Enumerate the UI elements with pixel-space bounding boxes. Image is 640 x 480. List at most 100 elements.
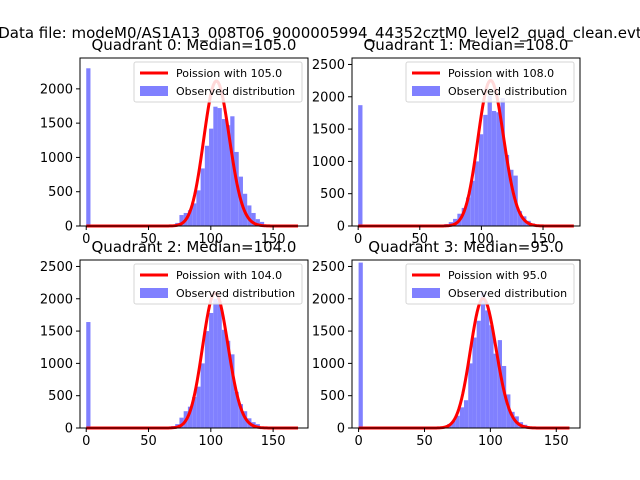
histogram-bar xyxy=(234,391,239,428)
histogram-bar xyxy=(221,119,227,226)
x-tick-label: 100 xyxy=(198,434,223,449)
histogram-bar xyxy=(459,407,465,428)
histogram-bar xyxy=(221,329,227,428)
histogram-bar xyxy=(226,125,231,226)
histogram-bar xyxy=(251,212,256,226)
y-tick-label: 1000 xyxy=(40,151,73,166)
histogram-bar xyxy=(487,95,492,226)
y-tick-label: 1000 xyxy=(312,155,345,170)
histogram-bar xyxy=(489,325,494,428)
y-tick-label: 2000 xyxy=(312,292,345,307)
subplot-title: Quadrant 1: Median=108.0 xyxy=(364,36,569,54)
histogram-bar xyxy=(230,116,235,226)
y-tick-label: 500 xyxy=(320,187,345,202)
x-tick-label: 150 xyxy=(261,232,286,247)
legend-hist-swatch xyxy=(412,288,440,298)
histogram-bar xyxy=(461,207,466,226)
y-tick-label: 2000 xyxy=(40,82,73,97)
legend-box xyxy=(405,263,575,305)
histogram-bar xyxy=(476,320,481,428)
legend: Poission with 104.0 Observed distribution xyxy=(133,263,303,305)
legend-box xyxy=(133,61,303,103)
x-tick-label: 100 xyxy=(478,434,503,449)
legend: Poission with 108.0 Observed distribution xyxy=(405,61,575,103)
legend-hist-swatch xyxy=(140,86,168,96)
poisson-curve xyxy=(85,291,299,430)
histogram-bar xyxy=(213,298,218,428)
histogram-bar xyxy=(179,417,184,428)
y-tick-label: 1500 xyxy=(312,123,345,138)
legend-curve-label: Poission with 104.0 xyxy=(176,269,282,282)
histogram-bar xyxy=(209,312,214,428)
histogram-bar xyxy=(451,420,456,428)
y-tick-label: 1000 xyxy=(312,357,345,372)
histogram-bar xyxy=(468,363,473,428)
poisson-curve xyxy=(85,79,299,228)
x-tick-label: 0 xyxy=(354,232,362,247)
legend: Poission with 95.0 Observed distribution xyxy=(405,263,575,305)
histogram-bar xyxy=(196,190,201,226)
x-tick-label: 50 xyxy=(140,434,157,449)
histogram-bar xyxy=(217,108,222,226)
x-tick-label: 150 xyxy=(261,434,286,449)
x-tick-label: 50 xyxy=(140,232,157,247)
histogram-bar xyxy=(493,353,498,428)
legend-box xyxy=(133,263,303,305)
histogram-bar xyxy=(517,211,523,226)
y-tick-label: 500 xyxy=(320,389,345,404)
histogram-bar xyxy=(500,98,505,226)
axes-frame xyxy=(79,57,309,227)
y-tick-label: 1500 xyxy=(312,325,345,340)
axes-frame xyxy=(351,259,581,429)
histogram-bar xyxy=(478,134,484,226)
histogram-bar xyxy=(209,128,214,226)
histogram-bar xyxy=(86,322,91,428)
histogram-bar xyxy=(196,386,201,428)
histogram-bar xyxy=(192,203,197,226)
x-tick-label: 50 xyxy=(416,434,433,449)
histogram-bar xyxy=(187,406,193,428)
histogram-bar xyxy=(259,221,265,226)
legend: Poission with 105.0 Observed distribution xyxy=(133,61,303,103)
histogram-bar xyxy=(504,154,510,226)
histogram-bar xyxy=(466,197,471,226)
x-tick-label: 150 xyxy=(544,434,569,449)
histogram-bar xyxy=(86,68,91,226)
histogram-bar xyxy=(255,219,260,226)
legend-curve-label: Poission with 105.0 xyxy=(176,67,282,80)
histogram-bar xyxy=(496,112,501,226)
histogram-bar xyxy=(358,262,363,428)
histogram-bar xyxy=(358,105,363,226)
histogram-bar xyxy=(187,210,193,226)
x-tick-label: 100 xyxy=(469,232,494,247)
legend-hist-swatch xyxy=(412,86,440,96)
y-tick-label: 500 xyxy=(48,389,73,404)
y-tick-label: 2500 xyxy=(312,58,345,73)
histogram-bar xyxy=(179,215,184,226)
histogram-bar xyxy=(230,354,235,428)
x-tick-label: 0 xyxy=(354,434,362,449)
histogram-bar xyxy=(204,331,210,428)
legend-curve-label: Poission with 95.0 xyxy=(448,269,547,282)
histogram-bar xyxy=(497,340,502,428)
histogram-bar xyxy=(483,114,488,226)
histogram-bar xyxy=(472,337,477,428)
subplot-title: Quadrant 0: Median=105.0 xyxy=(92,36,297,54)
legend-box xyxy=(405,61,575,103)
x-tick-label: 150 xyxy=(531,232,556,247)
y-tick-label: 0 xyxy=(65,220,73,235)
legend-hist-label: Observed distribution xyxy=(176,287,295,300)
y-tick-label: 2000 xyxy=(312,90,345,105)
legend-curve-label: Poission with 108.0 xyxy=(448,67,554,80)
histogram-bar xyxy=(200,363,205,428)
axes-frame xyxy=(351,57,581,227)
histogram-bar xyxy=(480,292,486,428)
axes-frame xyxy=(79,259,309,429)
y-tick-label: 1500 xyxy=(40,325,73,340)
y-tick-label: 2000 xyxy=(40,292,73,307)
x-tick-label: 50 xyxy=(412,232,429,247)
